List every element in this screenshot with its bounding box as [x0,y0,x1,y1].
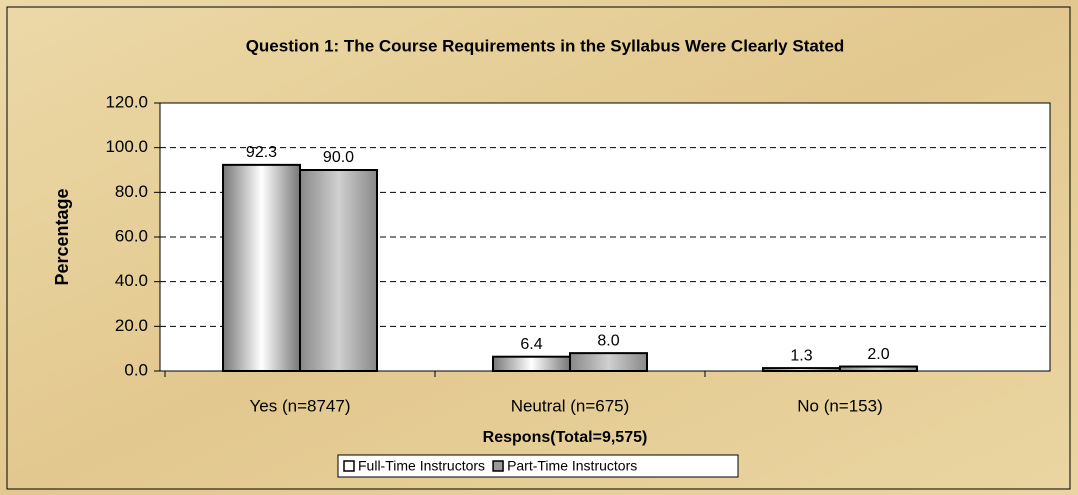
value-label: 2.0 [867,346,889,363]
bar [222,163,301,372]
x-tick-label: Neutral (n=675) [511,396,630,415]
value-label: 92.3 [246,144,277,161]
bar [492,355,571,372]
chart-border [6,6,1071,490]
legend-swatch [492,460,504,472]
y-tick-label: 120.0 [105,92,148,111]
y-tick-label: 60.0 [115,226,148,245]
y-tick-label: 100.0 [105,137,148,156]
value-label: 6.4 [520,336,542,353]
bar [839,365,918,372]
y-tick-label: 80.0 [115,182,148,201]
y-tick-label: 0.0 [124,360,148,379]
y-axis-title: Percentage [52,188,72,285]
legend-box [337,454,739,478]
legend-label: Full-Time Instructors [358,458,485,474]
value-label: 1.3 [790,347,812,364]
x-axis-title: Respons(Total=9,575) [483,429,648,446]
y-tick-label: 40.0 [115,271,148,290]
legend-label: Part-Time Instructors [507,458,637,474]
y-tick-label: 20.0 [115,316,148,335]
bar [569,352,648,372]
x-tick-label: Yes (n=8747) [250,396,351,415]
chart-title: Question 1: The Course Requirements in t… [246,36,845,55]
legend-swatch [343,460,355,472]
value-label: 90.0 [323,149,354,166]
bar [299,169,378,372]
value-label: 8.0 [597,332,619,349]
x-tick-label: No (n=153) [797,396,883,415]
